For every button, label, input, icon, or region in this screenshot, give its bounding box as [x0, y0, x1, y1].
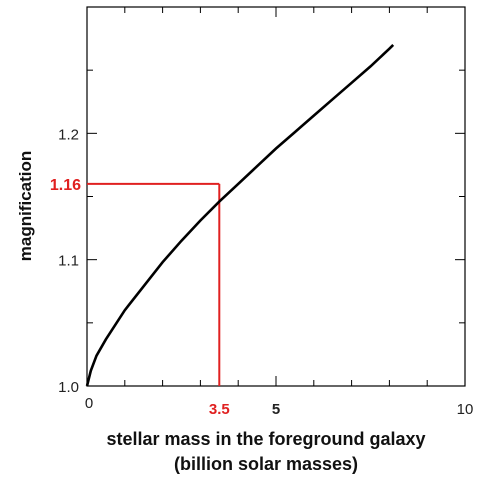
plot-frame — [86, 6, 466, 387]
highlight-guides: 3.5 1.16 — [50, 177, 230, 418]
y-tick-label: 1.2 — [58, 126, 79, 143]
x-tick-label: 0 — [85, 395, 93, 412]
axis-tick-labels: 0 5 10 1.0 1.1 1.2 — [58, 126, 473, 418]
y-tick-label: 1.1 — [58, 253, 79, 270]
y-tick-label: 1.0 — [58, 379, 79, 396]
x-tick-label: 5 — [272, 401, 280, 418]
x-axis-label-line1: stellar mass in the foreground galaxy — [106, 429, 425, 449]
magnification-curve — [85, 43, 395, 387]
axis-ticks — [86, 6, 466, 387]
highlight-x-label: 3.5 — [209, 401, 230, 418]
y-axis-label: magnification — [16, 151, 35, 262]
x-tick-label: 10 — [457, 401, 474, 418]
x-axis-label-line2: (billion solar masses) — [174, 454, 358, 474]
highlight-y-label: 1.16 — [50, 177, 81, 194]
